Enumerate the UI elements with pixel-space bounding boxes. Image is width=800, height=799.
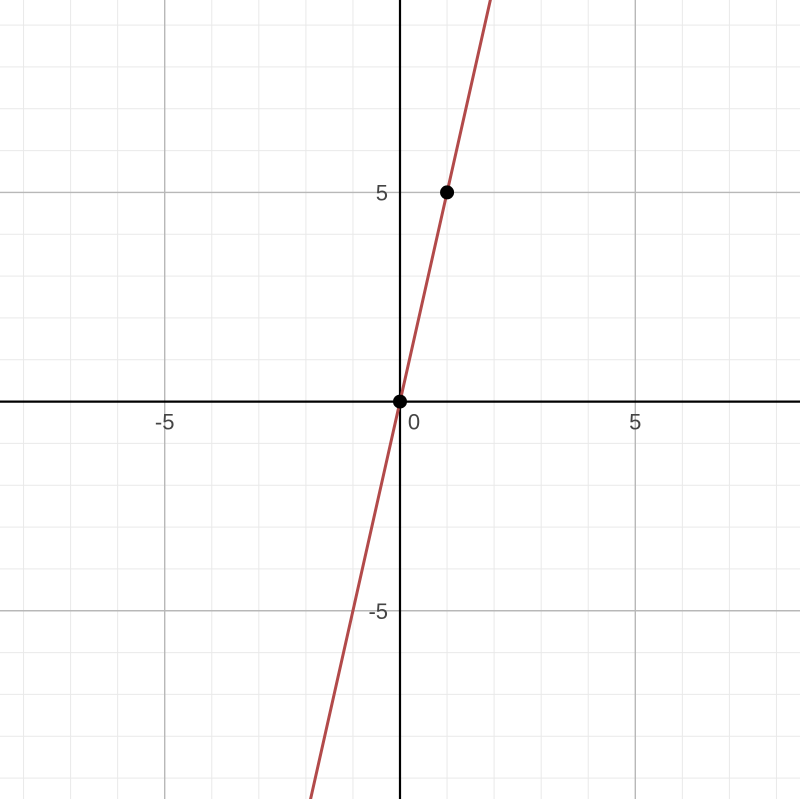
marker-point-0 (393, 395, 407, 409)
origin-label: 0 (408, 410, 420, 435)
x-tick-label: 5 (629, 410, 641, 435)
y-tick-label: -5 (368, 599, 388, 624)
linear-function-plot: -5 5 5 -5 0 (0, 0, 800, 799)
y-tick-label: 5 (376, 180, 388, 205)
marker-point-1 (440, 185, 454, 199)
x-tick-label: -5 (155, 410, 175, 435)
